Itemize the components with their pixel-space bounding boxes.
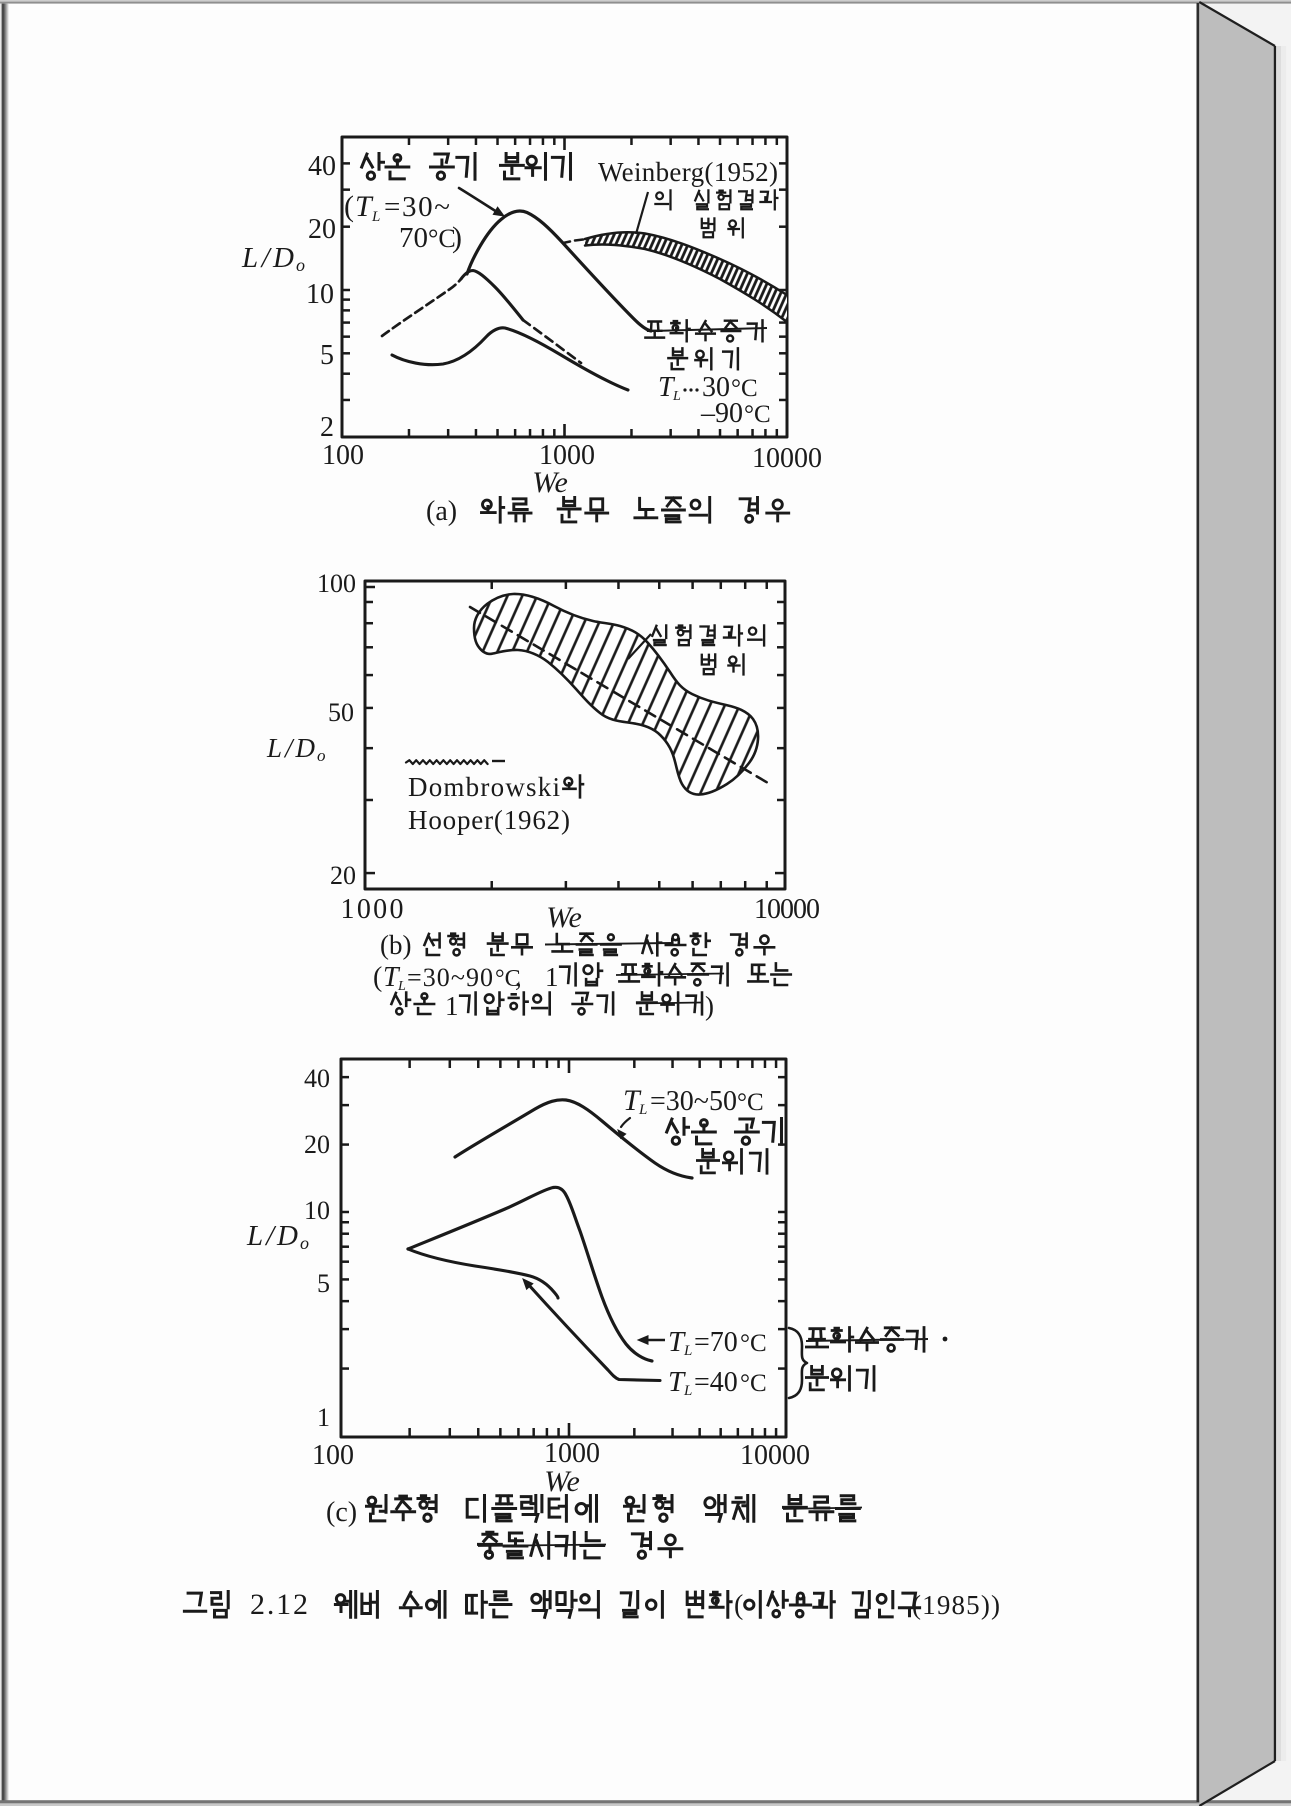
svg-text:o: o <box>300 1233 309 1253</box>
svg-text:T: T <box>355 190 374 223</box>
svg-text:10000: 10000 <box>754 894 820 925</box>
svg-text:100: 100 <box>322 440 364 471</box>
svg-text:10: 10 <box>304 1196 330 1225</box>
svg-text:5: 5 <box>317 1269 330 1298</box>
svg-text:1: 1 <box>445 991 459 1021</box>
svg-text:L/D: L/D <box>241 242 294 274</box>
svg-text:): ) <box>452 221 462 254</box>
svg-text:T: T <box>668 1326 686 1358</box>
svg-text:(: ( <box>344 190 354 223</box>
svg-text:T: T <box>668 1366 686 1398</box>
svg-text:o: o <box>317 746 326 765</box>
svg-text:°C: °C <box>495 966 521 992</box>
svg-text:(: ( <box>373 962 382 993</box>
svg-text:(: ( <box>734 1590 743 1621</box>
svg-text:°C: °C <box>428 224 456 253</box>
svg-text:50: 50 <box>328 698 354 727</box>
svg-text:40: 40 <box>304 1064 330 1093</box>
svg-text:1: 1 <box>317 1403 330 1432</box>
svg-text:1: 1 <box>545 962 559 992</box>
svg-text:2.12: 2.12 <box>250 1588 308 1621</box>
svg-text:(c): (c) <box>326 1497 357 1528</box>
svg-text:T: T <box>658 372 676 403</box>
svg-text:70: 70 <box>399 222 428 254</box>
svg-text:T: T <box>623 1084 642 1117</box>
svg-text:(1985)): (1985)) <box>912 1590 1000 1620</box>
svg-text:=70: =70 <box>694 1327 738 1358</box>
svg-text:L/D: L/D <box>246 1220 298 1252</box>
svg-text:=40: =40 <box>694 1367 738 1398</box>
svg-text:): ) <box>705 991 714 1021</box>
svg-text:°C: °C <box>731 375 758 402</box>
svg-text:20: 20 <box>330 861 356 890</box>
svg-text:=30~90: =30~90 <box>407 963 493 992</box>
svg-text:,: , <box>515 962 522 992</box>
svg-text:L: L <box>371 209 380 225</box>
svg-text:Dombrowski: Dombrowski <box>408 772 560 802</box>
svg-text:1000: 1000 <box>539 440 595 471</box>
svg-text:=30~50: =30~50 <box>650 1086 737 1117</box>
svg-text:°C: °C <box>740 1330 767 1357</box>
svg-text:L: L <box>683 1383 692 1399</box>
svg-text:10000: 10000 <box>740 1440 810 1471</box>
svg-text:°C: °C <box>740 1370 767 1397</box>
svg-text:We: We <box>546 901 582 934</box>
svg-text:o: o <box>296 255 305 275</box>
svg-text:L: L <box>683 1343 692 1359</box>
svg-text:L: L <box>397 979 406 994</box>
svg-text:L: L <box>672 389 681 404</box>
svg-text:–90: –90 <box>700 398 743 429</box>
svg-text:(a): (a) <box>426 496 457 527</box>
svg-text:L/D: L/D <box>266 733 316 763</box>
svg-text:L: L <box>638 1102 647 1118</box>
svg-text:5: 5 <box>320 340 334 371</box>
svg-text:10000: 10000 <box>752 443 822 474</box>
svg-text:30: 30 <box>702 372 730 403</box>
svg-text:°C: °C <box>737 1089 764 1116</box>
svg-text:Hooper(1962): Hooper(1962) <box>408 805 570 835</box>
svg-text:20: 20 <box>308 214 336 245</box>
svg-text:T: T <box>383 962 401 993</box>
svg-text:100: 100 <box>317 569 356 598</box>
svg-text:2: 2 <box>320 412 334 443</box>
svg-text:20: 20 <box>304 1130 330 1159</box>
svg-text:1000: 1000 <box>544 1438 600 1469</box>
svg-text:10: 10 <box>306 279 334 310</box>
svg-text:40: 40 <box>308 151 336 182</box>
svg-text:°C: °C <box>744 401 771 428</box>
svg-text:We: We <box>544 1465 580 1498</box>
svg-text:Weinberg(1952): Weinberg(1952) <box>598 157 778 187</box>
svg-text:(b): (b) <box>380 930 411 960</box>
svg-text:100: 100 <box>312 1440 354 1471</box>
svg-text:We: We <box>532 466 568 499</box>
